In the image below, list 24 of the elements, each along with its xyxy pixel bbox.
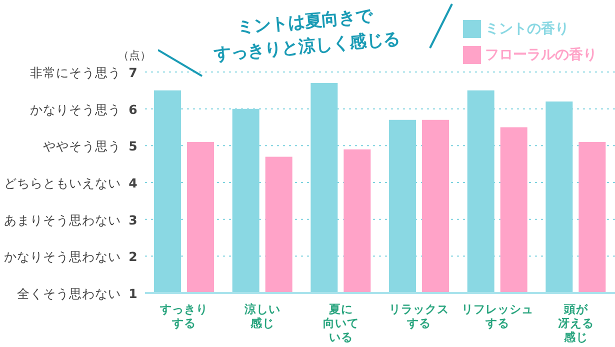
y-tick-label: 4 xyxy=(128,176,138,190)
text: かなりそう思う xyxy=(30,102,121,117)
y-tick-label: 2 xyxy=(128,249,138,264)
y-tick-label: 7 xyxy=(128,65,138,80)
y-tick-label: 5 xyxy=(128,138,138,154)
text: 全くそう思わない xyxy=(17,286,121,301)
x-tick-label: すっきりする xyxy=(159,302,208,330)
x-tick-label: 涼しい感じ xyxy=(244,302,280,330)
y-axis-title: （点） xyxy=(118,48,151,63)
y-tick-label: 6 xyxy=(128,102,138,117)
y-tick-label: 1 xyxy=(128,286,138,301)
x-tick-label: リフレッシュする xyxy=(462,302,534,330)
text: ややそう思う xyxy=(43,138,121,154)
legend-label: ミントの香り xyxy=(484,20,570,38)
legend-label: フローラルの香り xyxy=(484,46,597,64)
text: かなりそう思わない xyxy=(4,249,121,264)
text: どちらともいえない xyxy=(4,176,121,190)
x-tick-label: 夏に向いている xyxy=(322,302,359,344)
x-tick-label: リラックスする xyxy=(389,302,450,330)
y-tick-label: 3 xyxy=(128,212,138,228)
text: あまりそう思わない xyxy=(4,212,121,228)
text: 非常にそう思う xyxy=(30,65,121,80)
x-tick-label: 頭が冴える感じ xyxy=(558,302,594,344)
chart-title: ミントは夏向きですっきりと涼しく感じる xyxy=(212,5,402,68)
